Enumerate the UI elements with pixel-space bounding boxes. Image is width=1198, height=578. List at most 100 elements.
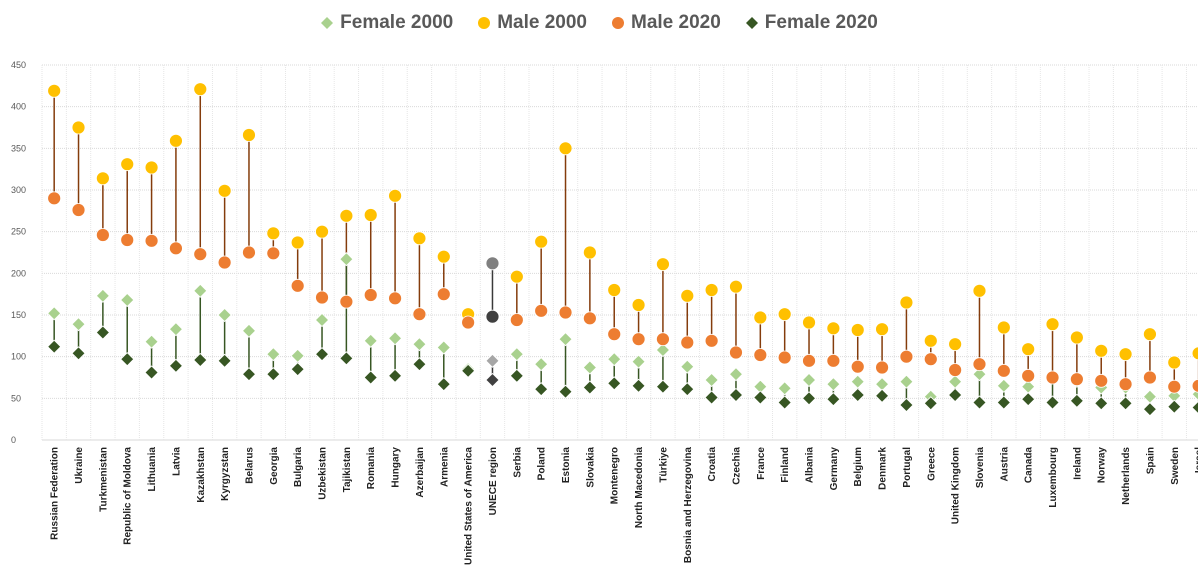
point-female-2020 — [193, 352, 208, 368]
point-female-2020 — [168, 358, 183, 373]
point-male-2000 — [850, 323, 865, 337]
legend-marker-diamond-icon — [745, 16, 758, 29]
point-male-2020 — [120, 233, 135, 247]
point-male-2020 — [412, 307, 427, 322]
point-female-2020 — [144, 365, 159, 380]
point-female-2000 — [948, 374, 963, 389]
point-female-2000 — [388, 331, 403, 346]
point-male-2020 — [217, 255, 232, 270]
point-male-2000 — [120, 157, 135, 172]
point-female-2000 — [607, 352, 622, 367]
point-male-2000 — [509, 269, 524, 284]
point-male-2020 — [1167, 379, 1182, 394]
legend-label: Female 2020 — [764, 12, 878, 33]
y-tick-label: 0 — [11, 435, 16, 445]
legend-item-male-2020: Male 2020 — [611, 12, 721, 34]
point-female-2020 — [1021, 392, 1036, 407]
category-label: Kazakhstan — [196, 447, 207, 503]
point-male-2000 — [996, 320, 1011, 335]
point-male-2020 — [315, 290, 329, 305]
point-male-2020 — [656, 332, 670, 347]
category-label: Denmark — [878, 447, 889, 490]
point-male-2020 — [558, 305, 573, 320]
point-male-2000 — [1094, 343, 1109, 358]
y-tick-label: 450 — [11, 60, 26, 70]
y-tick-label: 100 — [11, 352, 26, 362]
point-male-2000 — [290, 235, 305, 250]
point-female-2020 — [534, 382, 549, 397]
category-label: Republic of Moldova — [123, 447, 134, 545]
point-male-2000 — [1021, 342, 1036, 357]
point-male-2000 — [948, 337, 963, 352]
point-male-2020 — [1094, 373, 1109, 388]
point-female-2000 — [972, 367, 987, 382]
point-female-2000 — [1142, 389, 1157, 404]
point-female-2020 — [923, 396, 938, 411]
point-male-2020 — [290, 278, 305, 293]
category-label: Belarus — [244, 447, 255, 484]
point-male-2020 — [534, 303, 549, 318]
point-male-2000 — [193, 82, 208, 97]
point-female-2000 — [47, 306, 62, 321]
point-female-2020 — [826, 392, 841, 407]
point-male-2000 — [144, 160, 159, 175]
point-female-2020 — [1167, 399, 1182, 414]
category-label: Sweden — [1170, 447, 1181, 485]
point-female-2020 — [363, 370, 378, 385]
legend-label: Male 2000 — [497, 12, 587, 33]
point-male-2000 — [315, 224, 329, 239]
y-tick-label: 350 — [11, 143, 26, 153]
point-female-2000 — [582, 360, 597, 375]
point-male-2020 — [607, 327, 622, 342]
category-label: Slovakia — [585, 447, 596, 488]
point-male-2000 — [1069, 330, 1084, 345]
legend-label: Male 2020 — [631, 12, 721, 33]
point-male-2020 — [802, 353, 816, 368]
category-label: Armenia — [439, 447, 450, 487]
point-female-2020 — [972, 395, 987, 410]
point-female-2020 — [412, 357, 427, 372]
category-label: Serbia — [512, 447, 523, 478]
point-female-2000 — [777, 381, 792, 396]
point-male-2000 — [1045, 317, 1060, 332]
point-male-2020 — [777, 350, 792, 365]
point-female-2000 — [801, 372, 817, 388]
legend-item-male-2000: Male 2000 — [477, 12, 587, 34]
point-female-2000 — [168, 322, 183, 337]
point-male-2020 — [436, 287, 451, 302]
point-male-2020 — [169, 241, 183, 256]
point-female-2020 — [436, 377, 451, 392]
point-male-2000 — [680, 288, 695, 303]
point-male-2020 — [193, 247, 208, 262]
point-female-2020 — [217, 353, 232, 368]
point-female-2000 — [558, 332, 573, 347]
category-label: United States of America — [464, 447, 475, 565]
point-male-2000 — [1143, 327, 1157, 342]
point-female-2020 — [47, 339, 62, 354]
point-female-2000 — [144, 334, 159, 349]
category-label: Georgia — [269, 447, 280, 485]
y-tick-label: 200 — [11, 268, 26, 278]
point-female-2000 — [266, 347, 281, 362]
point-male-2020 — [1045, 370, 1060, 385]
point-male-2020 — [729, 345, 743, 360]
point-female-2000 — [534, 357, 549, 372]
point-male-2020 — [339, 294, 354, 309]
point-male-2000 — [71, 120, 86, 135]
category-label: Luxembourg — [1048, 447, 1059, 508]
category-label: UNECE region — [488, 447, 499, 515]
point-female-2020 — [1191, 401, 1198, 414]
category-label: Norway — [1097, 447, 1108, 484]
point-female-2020 — [1118, 396, 1133, 411]
point-male-2020 — [388, 291, 402, 306]
point-female-2000 — [363, 333, 378, 348]
point-female-2020 — [95, 325, 110, 340]
point-male-2000 — [777, 307, 792, 322]
point-female-2020 — [753, 390, 768, 405]
point-female-2020 — [388, 368, 403, 383]
point-female-2000 — [704, 372, 719, 388]
point-male-2020 — [363, 288, 378, 302]
y-tick-label: 400 — [11, 102, 26, 112]
y-tick-label: 150 — [11, 310, 26, 320]
category-label: Croatia — [707, 447, 718, 482]
